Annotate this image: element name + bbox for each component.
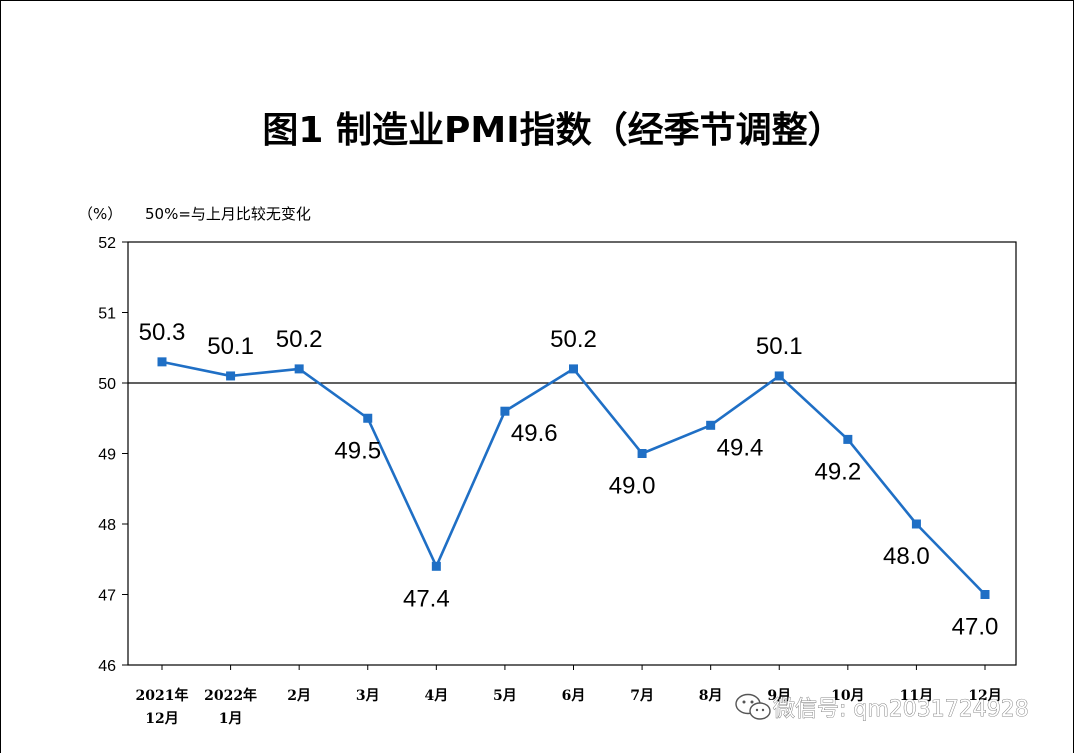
x-tick-label: 11月 xyxy=(900,688,933,704)
wechat-icon xyxy=(735,693,771,720)
data-point xyxy=(226,371,236,381)
data-point xyxy=(843,434,853,444)
data-label: 49.2 xyxy=(814,458,861,485)
x-tick-label: 2月 xyxy=(287,688,311,704)
x-tick-label: 12月 xyxy=(968,688,1001,704)
data-point xyxy=(431,561,441,571)
data-point xyxy=(774,371,784,381)
x-tick-label: 6月 xyxy=(562,688,586,704)
unit-label: （%） xyxy=(78,205,122,223)
plot-area xyxy=(127,241,1017,666)
data-point xyxy=(980,590,990,599)
x-tick-label: 9月 xyxy=(767,688,791,704)
data-label: 50.2 xyxy=(276,326,323,353)
y-tick-label: 46 xyxy=(98,658,116,675)
data-label: 50.2 xyxy=(550,326,597,353)
data-label: 50.1 xyxy=(207,333,254,360)
data-label: 48.0 xyxy=(883,543,930,570)
y-tick-label: 50 xyxy=(98,376,116,393)
data-label: 47.4 xyxy=(403,585,450,612)
y-tick-label: 47 xyxy=(98,588,116,605)
data-point xyxy=(637,449,647,458)
y-tick-label: 48 xyxy=(98,517,116,534)
x-tick-label: 5月 xyxy=(493,688,517,704)
data-label: 50.1 xyxy=(756,333,803,360)
y-tick-label: 49 xyxy=(98,447,116,464)
data-label: 49.6 xyxy=(511,420,558,447)
x-tick-label: 7月 xyxy=(630,688,654,704)
chart-title: 图1 制造业PMI指数（经季节调整） xyxy=(262,110,843,151)
x-tick-label: 10月 xyxy=(831,688,864,704)
reference-note: 50%=与上月比较无变化 xyxy=(145,205,311,223)
data-point xyxy=(706,420,716,430)
data-point xyxy=(363,413,373,423)
data-label: 49.0 xyxy=(609,473,656,500)
y-tick-label: 51 xyxy=(98,306,116,323)
x-tick-label: 8月 xyxy=(699,688,723,704)
data-label: 49.4 xyxy=(717,434,764,461)
data-label: 49.5 xyxy=(334,437,381,464)
series-line xyxy=(161,360,986,596)
data-point xyxy=(157,357,167,367)
data-point xyxy=(569,364,578,374)
watermark: 微信号: qm2031724928 xyxy=(735,693,1029,722)
x-tick-label: 2021年 xyxy=(136,687,189,704)
x-tick-label: 3月 xyxy=(356,688,380,704)
y-axis: 46 47 48 49 50 51 52 xyxy=(98,235,128,675)
x-tick-label: 2022年 xyxy=(204,687,257,704)
data-point xyxy=(294,364,304,374)
data-labels: 50.3 50.1 50.2 49.5 47.4 49.6 50.2 49.0 49.4 50.1… xyxy=(139,319,999,641)
y-tick-label: 52 xyxy=(98,235,116,252)
x-tick-label: 1月 xyxy=(219,711,243,727)
x-tick-label: 4月 xyxy=(424,688,448,704)
data-label: 47.0 xyxy=(952,614,999,641)
watermark-text: 微信号: qm2031724928 xyxy=(773,697,1029,722)
x-axis: 2021年 12月 2022年 1月 2月 3月 4月 5月 6月 7月 8月 9月 10月 11月 12月 xyxy=(136,665,1002,727)
data-point xyxy=(500,406,510,416)
series-markers xyxy=(157,357,990,599)
data-point xyxy=(911,519,921,529)
x-tick-label: 12月 xyxy=(145,711,178,727)
data-label: 50.3 xyxy=(139,319,186,346)
